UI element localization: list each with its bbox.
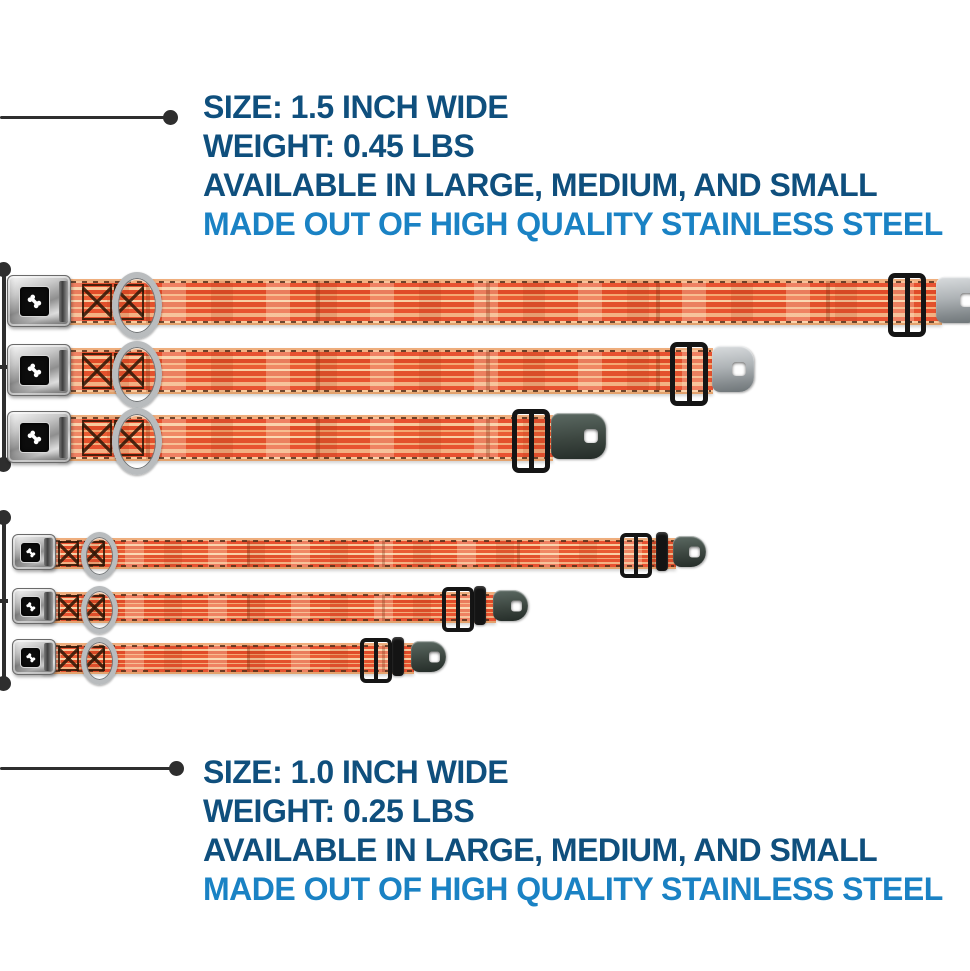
bracket-1-5in-top-dot: [0, 262, 11, 277]
stitch-box: [82, 353, 112, 389]
seatbelt-buckle: [12, 534, 56, 570]
buckle-logo-panel: [20, 596, 41, 617]
bracket-1-5in-bottom-dot: [0, 457, 11, 472]
callout-line-bottom: [0, 767, 176, 770]
spec-block-1-0in: SIZE: 1.0 INCH WIDE WEIGHT: 0.25 LBS AVA…: [203, 753, 943, 909]
seatbelt-latch-tab: [936, 277, 970, 323]
spec-weight-1-5: WEIGHT: 0.45 LBS: [203, 128, 475, 164]
spec-material-1-0: MADE OUT OF HIGH QUALITY STAINLESS STEEL: [203, 871, 943, 907]
stitch-box: [58, 595, 79, 620]
buckle-logo-panel: [19, 422, 50, 453]
buckle-logo-panel: [20, 647, 41, 668]
spec-availability-1-0: AVAILABLE IN LARGE, MEDIUM, AND SMALL: [203, 832, 878, 868]
dog-bone-logo-icon: [27, 363, 42, 378]
dog-bone-logo-icon: [27, 294, 42, 309]
buckle-logo-panel: [19, 286, 50, 317]
keeper-loop: [392, 637, 404, 676]
seatbelt-buckle: [7, 411, 71, 463]
spec-weight-1-0: WEIGHT: 0.25 LBS: [203, 793, 475, 829]
dog-bone-logo-icon: [26, 602, 35, 611]
bracket-1-0in-bottom-dot: [0, 676, 11, 691]
seatbelt-latch-tab: [673, 536, 706, 567]
triglide-slider: [442, 587, 474, 632]
seatbelt-latch-tab: [493, 590, 528, 621]
spec-block-1-5in: SIZE: 1.5 INCH WIDE WEIGHT: 0.45 LBS AVA…: [203, 88, 943, 244]
triglide-slider: [888, 273, 926, 337]
d-ring: [112, 341, 162, 408]
d-ring: [112, 408, 162, 475]
bracket-1-0in-top-dot: [0, 510, 11, 525]
stitch-box: [58, 646, 79, 671]
d-ring: [81, 586, 118, 634]
triglide-slider: [670, 342, 708, 406]
dog-bone-logo-icon: [27, 430, 42, 445]
keeper-loop: [656, 532, 668, 571]
seatbelt-latch-tab: [712, 346, 754, 392]
dog-bone-logo-icon: [26, 653, 35, 662]
d-ring: [81, 637, 118, 685]
d-ring: [81, 532, 118, 580]
bracket-1-5in-tick: [0, 365, 8, 369]
spec-material-1-5: MADE OUT OF HIGH QUALITY STAINLESS STEEL: [203, 206, 943, 242]
seatbelt-latch-tab: [411, 641, 446, 672]
spec-availability-1-5: AVAILABLE IN LARGE, MEDIUM, AND SMALL: [203, 167, 878, 203]
collar-strap-bacon: [58, 279, 942, 325]
stitch-box: [82, 284, 112, 320]
stitch-box: [58, 541, 79, 566]
collar-strap-bacon: [58, 348, 713, 394]
seatbelt-buckle: [12, 588, 56, 624]
callout-line-top: [0, 116, 170, 119]
callout-dot-top: [163, 110, 178, 125]
triglide-slider: [512, 409, 550, 473]
seatbelt-buckle: [7, 344, 71, 396]
bracket-1-0in-tick: [0, 599, 8, 603]
callout-dot-bottom: [169, 761, 184, 776]
keeper-loop: [474, 586, 486, 625]
buckle-logo-panel: [20, 542, 41, 563]
seatbelt-latch-tab: [551, 413, 606, 459]
dog-bone-logo-icon: [26, 548, 35, 557]
spec-size-1-5: SIZE: 1.5 INCH WIDE: [203, 89, 509, 125]
triglide-slider: [360, 638, 392, 683]
buckle-logo-panel: [19, 355, 50, 386]
collar-strap-bacon: [42, 538, 676, 569]
spec-size-1-0: SIZE: 1.0 INCH WIDE: [203, 754, 509, 790]
seatbelt-buckle: [12, 639, 56, 675]
triglide-slider: [620, 533, 652, 578]
stitch-box: [82, 420, 112, 456]
seatbelt-buckle: [7, 275, 71, 327]
d-ring: [112, 272, 162, 339]
